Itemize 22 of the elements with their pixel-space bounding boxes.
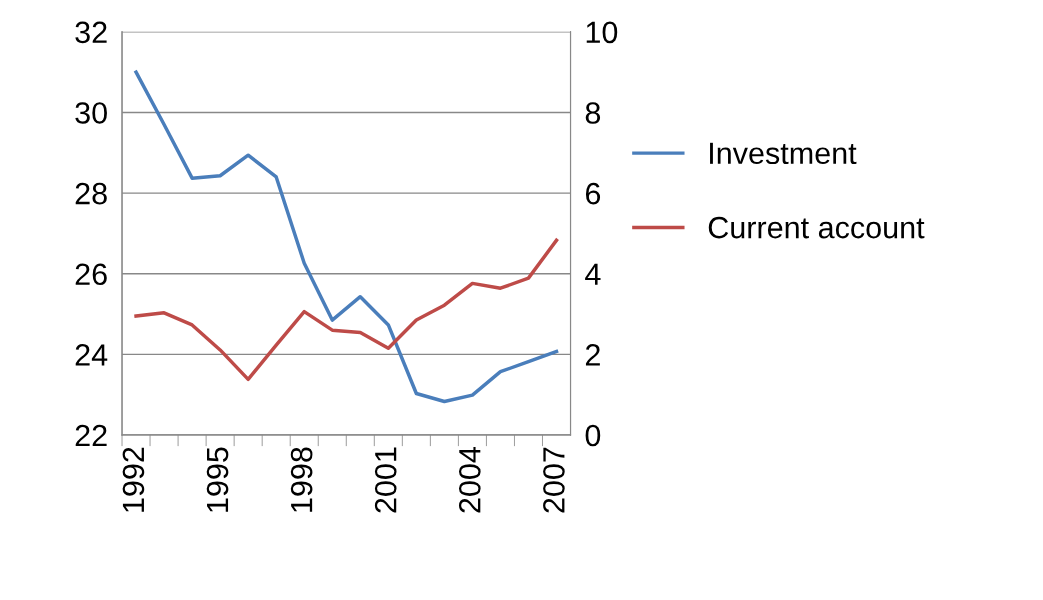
y2-tick-label: 8 [585,102,601,124]
y-tick-label: 26 [75,263,107,286]
y-tick-label: 28 [75,182,107,205]
y-tick-label: 22 [75,424,107,447]
y2-tick-label: 0 [585,424,601,447]
y2-tick-label: 4 [585,263,601,285]
legend-label: Investment [710,142,857,165]
x-tick-label: 1998 [290,447,313,512]
x-tick-label: 1995 [206,447,229,512]
y2-tick-label: 6 [585,182,601,205]
x-tick-label: 1992 [122,447,145,512]
y-tick-label: 30 [75,102,107,124]
line-series [134,70,559,404]
y2-tick-label: 2 [585,344,600,366]
line-series [134,238,559,382]
x-tick-label: 2004 [458,447,481,513]
y-tick-label: 24 [75,344,108,366]
y2-tick-label: 10 [586,21,618,44]
x-tick-label: 2001 [374,447,397,513]
x-tick-label: 2007 [543,447,565,513]
y-tick-label: 32 [75,21,107,44]
legend-label: Current account [708,216,925,239]
